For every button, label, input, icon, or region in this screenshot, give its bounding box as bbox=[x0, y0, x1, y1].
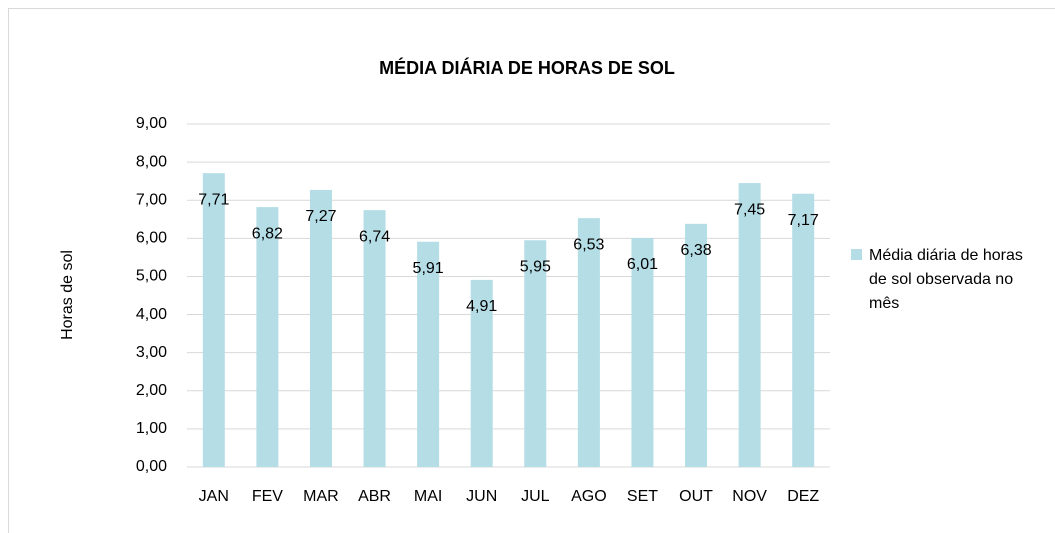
data-label: 6,82 bbox=[252, 225, 283, 242]
x-tick-label: OUT bbox=[679, 488, 713, 505]
y-tick-label: 5,00 bbox=[136, 268, 167, 285]
data-label: 6,74 bbox=[359, 228, 390, 245]
bar bbox=[202, 173, 225, 467]
data-label: 5,95 bbox=[520, 258, 551, 275]
bar bbox=[631, 237, 654, 467]
chart-frame bbox=[8, 8, 1055, 533]
x-tick-label: JAN bbox=[199, 488, 229, 505]
x-tick-label: MAI bbox=[414, 488, 442, 505]
bar bbox=[524, 240, 547, 467]
x-tick-label: AGO bbox=[571, 488, 607, 505]
y-axis-label: Horas de sol bbox=[59, 250, 76, 340]
x-tick-label: JUN bbox=[466, 488, 497, 505]
bar bbox=[309, 189, 332, 467]
x-tick-label: DEZ bbox=[787, 488, 819, 505]
bar bbox=[792, 193, 815, 467]
x-tick-label: SET bbox=[627, 488, 658, 505]
x-tick-label: MAR bbox=[303, 488, 339, 505]
data-label: 7,17 bbox=[788, 212, 819, 229]
y-tick-label: 7,00 bbox=[136, 191, 167, 208]
bar bbox=[685, 223, 708, 467]
y-tick-label: 4,00 bbox=[136, 306, 167, 323]
x-tick-label: JUL bbox=[521, 488, 550, 505]
data-label: 4,91 bbox=[466, 298, 497, 315]
y-tick-label: 2,00 bbox=[136, 382, 167, 399]
bar bbox=[738, 183, 761, 468]
data-label: 6,01 bbox=[627, 256, 658, 273]
y-tick-label: 0,00 bbox=[136, 458, 167, 475]
data-label: 7,27 bbox=[305, 208, 336, 225]
data-label: 6,53 bbox=[573, 236, 604, 253]
data-label: 6,38 bbox=[680, 242, 711, 259]
bar bbox=[470, 279, 493, 467]
data-label: 7,71 bbox=[198, 191, 229, 208]
data-label: 5,91 bbox=[413, 260, 444, 277]
x-tick-label: NOV bbox=[732, 488, 767, 505]
x-tick-label: FEV bbox=[252, 488, 283, 505]
y-tick-label: 1,00 bbox=[136, 420, 167, 437]
legend-swatch bbox=[851, 249, 862, 260]
bar bbox=[363, 210, 386, 467]
y-tick-label: 9,00 bbox=[136, 115, 167, 132]
y-tick-label: 8,00 bbox=[136, 153, 167, 170]
legend-label: Média diária de horas de sol observada n… bbox=[869, 247, 1023, 312]
y-tick-label: 6,00 bbox=[136, 230, 167, 247]
bar bbox=[256, 207, 279, 468]
chart-title: MÉDIA DIÁRIA DE HORAS DE SOL bbox=[379, 57, 675, 78]
data-label: 7,45 bbox=[734, 201, 765, 218]
y-tick-label: 3,00 bbox=[136, 344, 167, 361]
bar bbox=[417, 241, 440, 467]
bar bbox=[577, 218, 600, 467]
x-tick-label: ABR bbox=[358, 488, 391, 505]
